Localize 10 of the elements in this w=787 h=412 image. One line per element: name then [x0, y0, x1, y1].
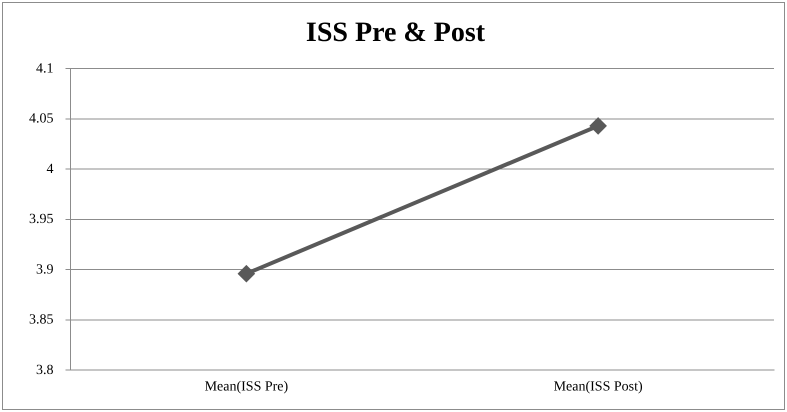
y-tick-label: 3.9 — [36, 262, 54, 278]
y-tick-label: 4.05 — [29, 112, 54, 127]
y-tick-label: 3.95 — [29, 212, 54, 228]
chart-title: ISS Pre & Post — [306, 17, 486, 48]
y-tick-label: 4.1 — [36, 61, 54, 76]
x-tick-label: Mean(ISS Pre) — [204, 379, 289, 394]
y-tick-label: 3.8 — [36, 362, 54, 378]
x-tick-label: Mean(ISS Post) — [554, 379, 643, 394]
y-tick-label: 3.85 — [29, 312, 54, 328]
y-tick-label: 4 — [46, 162, 54, 177]
